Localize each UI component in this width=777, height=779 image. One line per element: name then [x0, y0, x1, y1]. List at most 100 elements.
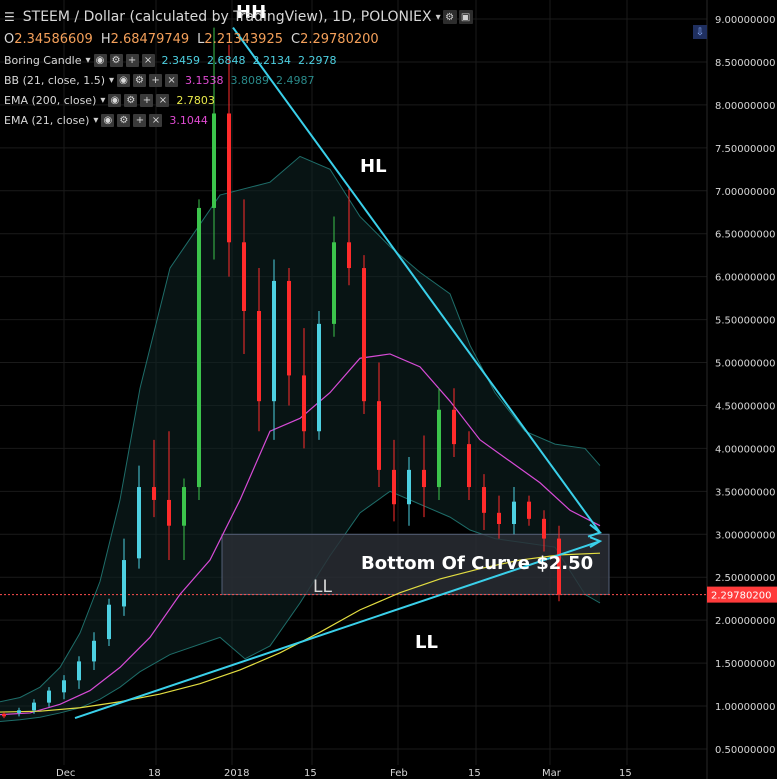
gear-icon[interactable]: ⚙ — [442, 10, 457, 24]
candle-body[interactable] — [527, 501, 531, 519]
candle-body[interactable] — [2, 713, 6, 717]
scroll-down-icon[interactable]: ⇩ — [693, 25, 707, 39]
candle-body[interactable] — [17, 710, 21, 713]
candle-body[interactable] — [422, 469, 426, 488]
candle-body[interactable] — [512, 501, 516, 524]
gear-icon[interactable]: ⚙ — [124, 93, 138, 107]
candle-body[interactable] — [347, 242, 351, 269]
indicator-row-bb: BB (21, close, 1.5) ▾ ◉ ⚙ + × 3.1538 3.8… — [4, 72, 315, 88]
indicator-value: 2.7803 — [176, 93, 215, 107]
eye-icon[interactable]: ◉ — [101, 113, 115, 127]
current-price-tag — [707, 586, 777, 603]
bb-fill — [0, 156, 600, 722]
close-icon[interactable]: × — [165, 73, 179, 87]
y-tick-label: 5.00000000 — [715, 359, 775, 370]
square-icon[interactable]: ▣ — [458, 10, 473, 24]
price-axis: 9.00000000 8.50000000 8.00000000 7.50000000… — [56, 0, 777, 779]
eye-icon[interactable]: ◉ — [108, 93, 122, 107]
candle-body[interactable] — [377, 401, 381, 470]
candle-body[interactable] — [122, 560, 126, 607]
y-tick-label: 7.00000000 — [715, 187, 775, 198]
x-tick-label: Dec — [56, 768, 75, 779]
candle-body[interactable] — [467, 444, 471, 488]
close-label: C — [291, 31, 301, 47]
candle-body[interactable] — [362, 268, 366, 402]
candle-body[interactable] — [272, 280, 276, 402]
candle-body[interactable] — [77, 661, 81, 681]
chevron-down-icon[interactable]: ▾ — [93, 114, 99, 126]
plus-icon[interactable]: + — [149, 73, 163, 87]
plus-icon[interactable]: + — [140, 93, 154, 107]
x-tick-label: Feb — [390, 768, 408, 779]
chevron-down-icon[interactable]: ▾ — [108, 74, 115, 86]
x-tick-label: Mar — [542, 768, 562, 779]
candle-body[interactable] — [437, 409, 441, 488]
close-icon[interactable]: × — [156, 93, 170, 107]
indicator-value: 2.6848 — [207, 53, 246, 67]
candle-body[interactable] — [392, 469, 396, 505]
x-tick-label: 2018 — [224, 768, 249, 779]
indicator-row-ema200: EMA (200, close) ▾ ◉ ⚙ + × 2.7803 — [4, 92, 215, 108]
candle-body[interactable] — [287, 280, 291, 376]
indicator-name: BB (21, close, 1.5) — [4, 73, 105, 87]
y-tick-label: 6.50000000 — [715, 230, 775, 241]
candle-body[interactable] — [92, 640, 96, 662]
candle-body[interactable] — [332, 242, 336, 324]
candle-body[interactable] — [542, 518, 546, 539]
eye-icon[interactable]: ◉ — [117, 73, 131, 87]
uptrend-arrowhead — [589, 536, 603, 549]
candle-body[interactable] — [32, 702, 36, 711]
ema21-line — [0, 353, 601, 716]
chevron-down-icon[interactable]: ▾ — [100, 94, 106, 106]
gear-icon[interactable]: ⚙ — [117, 113, 131, 127]
y-tick-label: 0.50000000 — [715, 745, 775, 756]
y-tick-label: 2.50000000 — [715, 573, 775, 584]
open-label: O — [4, 31, 15, 47]
close-value: 2.29780200 — [300, 31, 379, 47]
y-tick-label: 5.50000000 — [715, 316, 775, 327]
chevron-down-icon[interactable]: ▾ — [85, 54, 91, 66]
candle-body[interactable] — [257, 311, 261, 402]
candle-body[interactable] — [497, 512, 501, 524]
x-tick-label: 15 — [468, 768, 481, 779]
candle-body[interactable] — [242, 242, 246, 311]
candle-body[interactable] — [137, 487, 141, 559]
high-label: H — [100, 31, 111, 47]
candle-body[interactable] — [452, 409, 456, 445]
x-tick-label: 15 — [619, 768, 632, 779]
menu-icon[interactable]: ☰ — [4, 10, 15, 24]
indicator-row-ema21: EMA (21, close) ▾ ◉ ⚙ + × 3.1044 — [4, 112, 208, 128]
close-icon[interactable]: × — [141, 53, 155, 67]
eye-icon[interactable]: ◉ — [93, 53, 107, 67]
candle-body[interactable] — [167, 499, 171, 526]
candle-body[interactable] — [197, 207, 201, 488]
title-row: ☰ STEEM / Dollar (calculated by TradingV… — [4, 9, 473, 25]
candles-layer[interactable] — [2, 27, 561, 719]
x-tick-label: 15 — [304, 768, 317, 779]
candle-body[interactable] — [107, 604, 111, 640]
indicator-value: 2.4987 — [276, 73, 315, 87]
support-zone-layer — [0, 533, 707, 596]
indicator-value: 3.1044 — [169, 113, 208, 127]
y-tick-label: 2.00000000 — [715, 616, 775, 627]
candle-body[interactable] — [152, 487, 156, 500]
candle-body[interactable] — [317, 323, 321, 432]
candle-body[interactable] — [182, 487, 186, 526]
plus-icon[interactable]: + — [133, 113, 147, 127]
candle-body[interactable] — [227, 113, 231, 243]
candle-body[interactable] — [482, 487, 486, 513]
candle-body[interactable] — [302, 375, 306, 432]
candle-body[interactable] — [212, 113, 216, 208]
chevron-down-icon[interactable]: ▾ — [435, 11, 441, 23]
candle-body[interactable] — [62, 680, 66, 693]
candle-body[interactable] — [407, 469, 411, 505]
candle-body[interactable] — [47, 690, 51, 703]
gear-icon[interactable]: ⚙ — [109, 53, 123, 67]
gear-icon[interactable]: ⚙ — [133, 73, 147, 87]
indicator-name: EMA (200, close) — [4, 93, 97, 107]
candle-body[interactable] — [557, 538, 561, 595]
plus-icon[interactable]: + — [125, 53, 139, 67]
close-icon[interactable]: × — [149, 113, 163, 127]
